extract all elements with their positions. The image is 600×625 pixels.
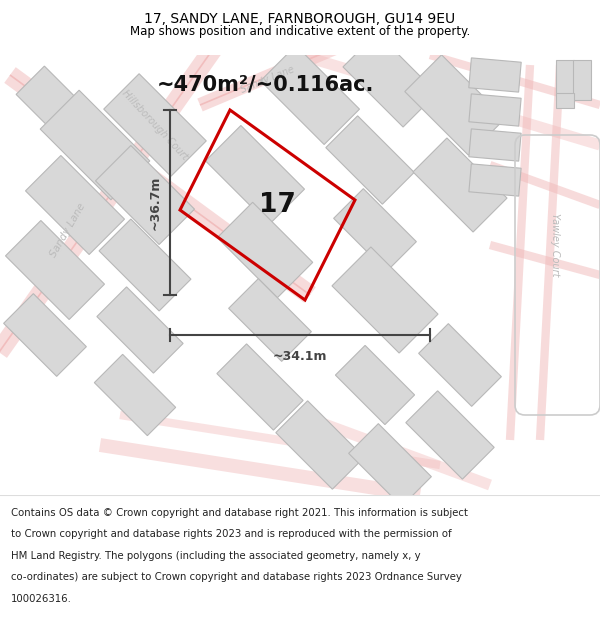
Text: Sandy Lane: Sandy Lane [49, 201, 88, 259]
Text: co-ordinates) are subject to Crown copyright and database rights 2023 Ordnance S: co-ordinates) are subject to Crown copyr… [11, 572, 461, 582]
Polygon shape [335, 346, 415, 424]
Polygon shape [469, 94, 521, 126]
Polygon shape [469, 129, 521, 161]
Text: 17: 17 [259, 192, 296, 218]
Polygon shape [206, 126, 304, 224]
Polygon shape [349, 424, 431, 506]
Polygon shape [405, 55, 505, 155]
Polygon shape [573, 60, 591, 100]
Polygon shape [334, 189, 416, 271]
Polygon shape [413, 138, 507, 232]
Polygon shape [97, 287, 183, 373]
Polygon shape [99, 219, 191, 311]
Polygon shape [343, 33, 437, 127]
Text: ~470m²/~0.116ac.: ~470m²/~0.116ac. [157, 75, 374, 95]
Polygon shape [40, 90, 150, 200]
Polygon shape [469, 58, 521, 92]
Polygon shape [16, 66, 94, 144]
Polygon shape [469, 164, 521, 196]
Polygon shape [556, 60, 574, 100]
Text: Sandy Lane: Sandy Lane [240, 65, 296, 95]
Polygon shape [26, 156, 124, 254]
Text: Contains OS data © Crown copyright and database right 2021. This information is : Contains OS data © Crown copyright and d… [11, 508, 468, 518]
Text: ~36.7m: ~36.7m [149, 175, 162, 229]
Text: 100026316.: 100026316. [11, 594, 71, 604]
Polygon shape [217, 202, 313, 298]
Polygon shape [95, 146, 194, 244]
Polygon shape [419, 324, 502, 406]
Text: Yawley Court: Yawley Court [550, 213, 560, 277]
Polygon shape [5, 221, 104, 319]
Text: Map shows position and indicative extent of the property.: Map shows position and indicative extent… [130, 26, 470, 39]
Polygon shape [406, 391, 494, 479]
Text: 17, SANDY LANE, FARNBOROUGH, GU14 9EU: 17, SANDY LANE, FARNBOROUGH, GU14 9EU [145, 12, 455, 26]
Polygon shape [556, 92, 574, 108]
Polygon shape [229, 279, 311, 361]
Polygon shape [94, 354, 176, 436]
Text: HM Land Registry. The polygons (including the associated geometry, namely x, y: HM Land Registry. The polygons (includin… [11, 551, 421, 561]
Text: to Crown copyright and database rights 2023 and is reproduced with the permissio: to Crown copyright and database rights 2… [11, 529, 451, 539]
Polygon shape [260, 46, 359, 144]
Polygon shape [326, 116, 414, 204]
Text: ~34.1m: ~34.1m [273, 350, 327, 363]
Polygon shape [217, 344, 303, 430]
Polygon shape [4, 294, 86, 376]
Polygon shape [276, 401, 364, 489]
Polygon shape [104, 74, 206, 176]
Text: Hillsborough Court: Hillsborough Court [120, 88, 190, 162]
Polygon shape [332, 247, 438, 353]
